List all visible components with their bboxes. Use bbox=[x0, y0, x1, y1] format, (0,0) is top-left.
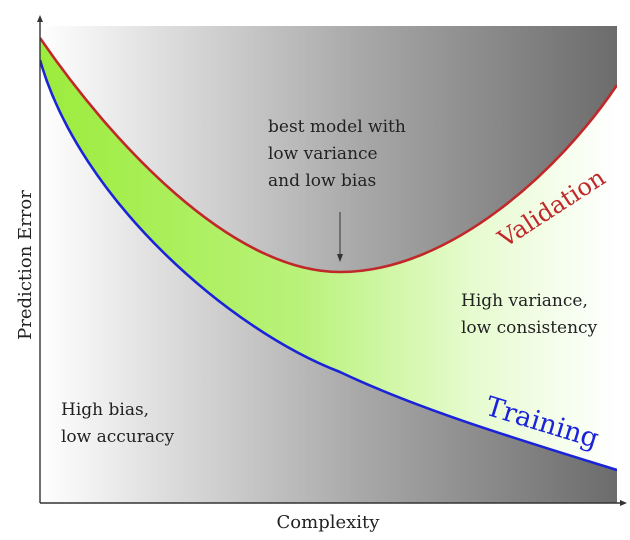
y-axis-label: Prediction Error bbox=[15, 190, 36, 340]
y-axis-arrow bbox=[37, 15, 43, 22]
best-model-arrowhead bbox=[337, 254, 343, 262]
annotation-high-variance: High variance, low consistency bbox=[461, 291, 598, 338]
annotation-high-bias: High bias, low accuracy bbox=[61, 400, 175, 447]
series-line-validation bbox=[40, 37, 617, 274]
generalization-gap-area bbox=[40, 38, 617, 470]
annotation-best-model: best model with low variance and low bia… bbox=[268, 117, 411, 191]
x-axis-label: Complexity bbox=[277, 512, 381, 533]
x-axis-arrow bbox=[620, 500, 627, 506]
series-line-training bbox=[40, 59, 617, 472]
